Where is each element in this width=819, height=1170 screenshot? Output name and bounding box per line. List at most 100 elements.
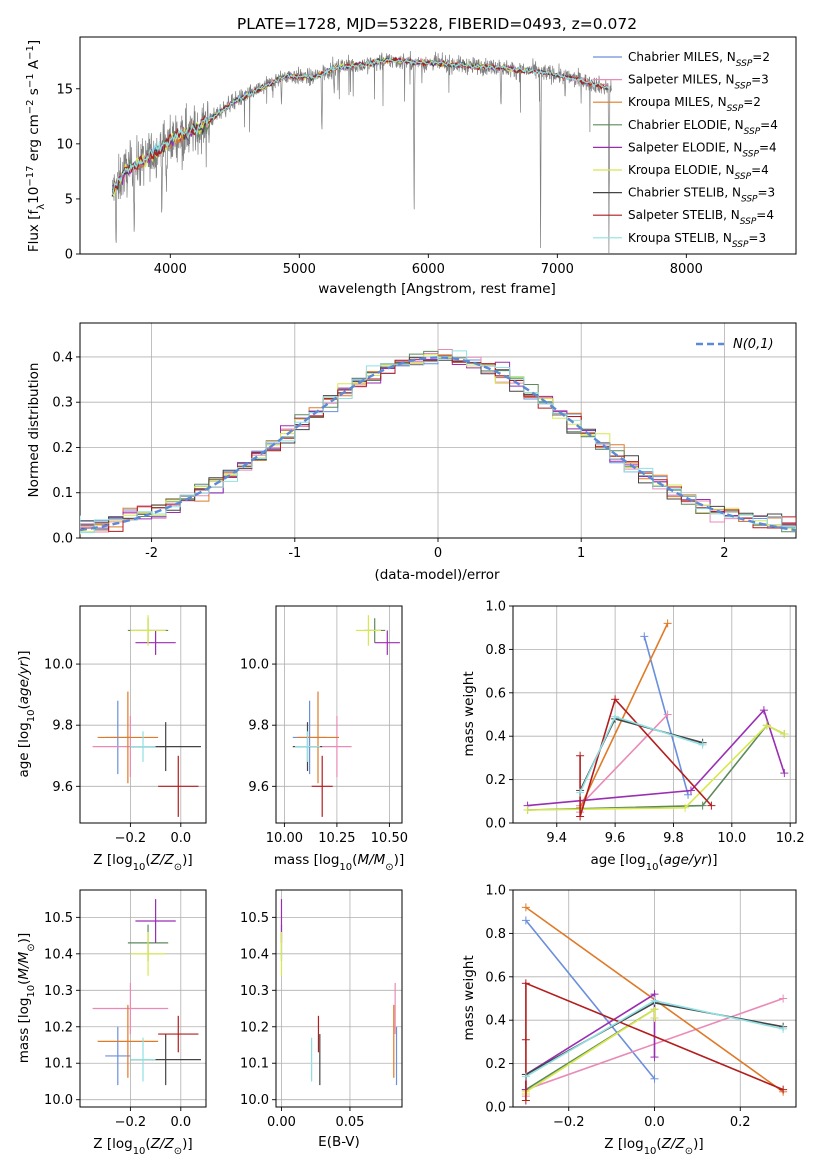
mass-vs-EBV-xlabel: E(B-V) [318, 1134, 360, 1150]
legend-label-main: Salpeter MILES, N [628, 73, 735, 87]
age-vs-mass-xtick-label: 10.25 [318, 831, 355, 846]
residuals-ytick-label: 0.1 [52, 486, 73, 501]
errorbar-salpeter-elodie [135, 899, 176, 943]
legend-label-sub: SSP [735, 172, 752, 182]
spectrum-xtick-label: 8000 [670, 262, 703, 277]
errorbar-salpeter-stelib [158, 755, 199, 817]
mass-vs-Z-frame [79, 889, 207, 1108]
age-vs-mass-points [292, 615, 400, 817]
mass-vs-EBV-ytick-label: 10.0 [240, 1093, 269, 1108]
age-vs-Z-points [92, 615, 201, 817]
spectrum-ytick-label: 15 [56, 82, 73, 97]
legend-label-main: Kroupa ELODIE, N [628, 163, 735, 177]
spectrum-legend-entry: Kroupa MILES, NSSP=2 [628, 95, 761, 114]
age-vs-Z-xtick-label: 0.0 [170, 831, 191, 846]
weights-chabrier-stelib [576, 714, 707, 795]
age-vs-mass-ytick-label: 10.0 [240, 658, 269, 673]
weight-vs-Z-ytick-label: 0.2 [485, 1057, 506, 1072]
spectrum-xtick-label: 5000 [283, 262, 316, 277]
errorbar-kroupa-miles [97, 1004, 159, 1078]
weight-vs-age-lines [523, 619, 789, 821]
mass-vs-EBV-ytick-label: 10.2 [240, 1020, 269, 1035]
weight-vs-age-ytick-label: 1.0 [485, 600, 506, 615]
age-vs-mass-axes: 10.00 10.25 10.50 9.6 9.8 10.0 [240, 605, 408, 846]
residuals-xtick-label: -2 [145, 546, 158, 561]
spectrum-model-kroupa-stelib [111, 57, 609, 195]
spectrum-ylabel: Flux [fλ10−17 erg cm−2 s−1 A−1] [25, 40, 47, 252]
weights-salpeter-elodie [521, 990, 659, 1094]
mass-vs-Z-ytick-label: 10.2 [44, 1020, 73, 1035]
legend-label-main: Kroupa STELIB, N [628, 231, 732, 245]
errorbar-kroupa-elodie [355, 615, 381, 646]
weights-salpeter-elodie [523, 706, 789, 810]
mass-vs-Z-ytick-label: 10.3 [44, 984, 73, 999]
errorbar-kroupa-miles [297, 691, 339, 784]
errorbar-chabrier-miles [105, 1026, 131, 1086]
mass-vs-Z-ytick-label: 10.0 [44, 1093, 73, 1108]
residuals-plot-area [80, 349, 796, 535]
weights-chabrier-elodie [523, 721, 789, 814]
age-vs-mass-ytick-label: 9.6 [248, 780, 269, 795]
spectrum-legend-entry: Kroupa ELODIE, NSSP=4 [628, 163, 769, 182]
weight-vs-age-xtick-label: 9.4 [546, 831, 567, 846]
spectrum-ytick-label: 5 [65, 192, 73, 207]
spectrum-ytick-label: 0 [65, 248, 73, 263]
legend-label-main: Chabrier MILES, N [628, 50, 736, 64]
mass-vs-EBV-frame [275, 889, 403, 1108]
legend-label-sub: SSP [742, 149, 759, 159]
figure-title: PLATE=1728, MJD=53228, FIBERID=0493, z=0… [237, 15, 637, 33]
mass-vs-EBV-ytick-label: 10.3 [240, 984, 269, 999]
weight-vs-Z-ytick-label: 0.0 [485, 1101, 506, 1116]
weight-vs-Z-xtick-label: 0.0 [644, 1115, 665, 1130]
legend-label-tail: =4 [759, 140, 777, 154]
weight-vs-age-xtick-label: 9.6 [605, 831, 626, 846]
legend-label-tail: =4 [760, 118, 778, 132]
residuals-ylabel: Normed distribution [26, 363, 42, 498]
mass-vs-Z-xtick-label: 0.0 [170, 1115, 191, 1130]
spectrum-axes: 4000 5000 6000 7000 8000 0 5 10 15 [56, 36, 797, 277]
age-vs-Z-ytick-label: 9.8 [52, 719, 73, 734]
mass-vs-Z-ytick-label: 10.5 [44, 911, 73, 926]
errorbar-salpeter-miles [322, 716, 352, 778]
spectrum-ytick-label: 10 [56, 137, 73, 152]
mass-vs-EBV-xtick-label: 0.05 [335, 1115, 364, 1130]
mass-vs-EBV-axes: 0.00 0.05 10.0 10.1 10.2 10.3 10.4 10.5 [240, 889, 403, 1130]
weight-vs-Z-axes: −0.2 0.0 0.2 0.0 0.2 0.4 0.6 0.8 1.0 [485, 884, 797, 1130]
errorbar-salpeter-elodie [135, 630, 176, 655]
spectrum-legend-entry: Kroupa STELIB, NSSP=3 [628, 231, 766, 250]
legend-label-sub: SSP [744, 127, 761, 137]
age-vs-mass-xlabel: mass [log10(M/M⊙)] [274, 852, 404, 873]
residuals-xlabel: (data-model)/error [374, 567, 500, 583]
spectrum-legend-entry: Chabrier STELIB, NSSP=3 [628, 186, 775, 205]
legend-label-main: Salpeter ELODIE, N [628, 140, 742, 154]
errorbar-kroupa-miles [97, 691, 159, 784]
weight-vs-Z-lines [521, 903, 788, 1105]
residuals-ytick-label: 0.0 [52, 532, 73, 547]
legend-label-sub: SSP [727, 104, 744, 114]
residuals-legend-label: N(0,1) [733, 337, 774, 352]
spectrum-data-line [111, 50, 612, 254]
legend-label-tail: =2 [752, 50, 770, 64]
legend-label-tail: =3 [758, 186, 776, 200]
weight-vs-Z-ylabel: mass weight [461, 955, 477, 1040]
legend-label-main: Chabrier STELIB, N [628, 186, 741, 200]
mass-vs-EBV-points [280, 899, 398, 1086]
spectrum-legend-entry: Chabrier ELODIE, NSSP=4 [628, 118, 778, 137]
weight-vs-age-frame [512, 605, 797, 824]
mass-vs-EBV-ytick-label: 10.1 [240, 1057, 269, 1072]
mass-vs-Z-points [92, 899, 201, 1086]
legend-label-sub: SSP [735, 82, 752, 92]
residuals-ytick-label: 0.4 [52, 350, 73, 365]
legend-label-main: Salpeter STELIB, N [628, 208, 740, 222]
spectrum-legend-entry: Salpeter STELIB, NSSP=4 [628, 208, 774, 227]
legend-label-main: Kroupa MILES, N [628, 95, 727, 109]
mass-vs-Z-ytick-label: 10.1 [44, 1057, 73, 1072]
weights-kroupa-elodie [523, 721, 789, 814]
errorbar-kroupa-stelib [294, 731, 321, 762]
weight-vs-age-ytick-label: 0.8 [485, 643, 506, 658]
errorbar-kroupa-stelib [130, 731, 156, 762]
age-vs-Z-ytick-label: 9.6 [52, 780, 73, 795]
spectrum-xtick-label: 6000 [412, 262, 445, 277]
